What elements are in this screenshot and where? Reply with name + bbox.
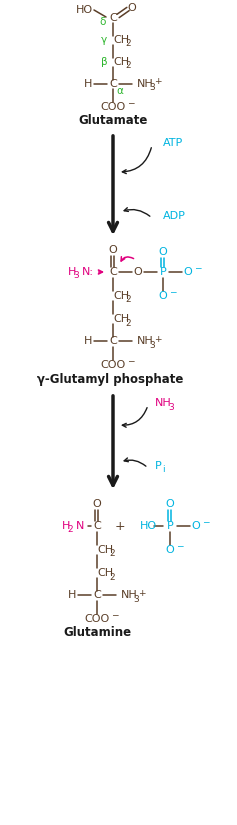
Text: 3: 3: [73, 271, 79, 280]
Text: C: C: [109, 79, 117, 89]
Text: HO: HO: [140, 521, 157, 531]
Text: C: C: [109, 267, 117, 277]
Text: O: O: [184, 267, 192, 277]
Text: 2: 2: [125, 295, 131, 304]
Text: P: P: [167, 521, 173, 531]
Text: +: +: [154, 334, 162, 343]
Text: NH: NH: [137, 336, 154, 346]
Text: O: O: [159, 247, 167, 257]
Text: Glutamate: Glutamate: [78, 114, 148, 126]
Text: +: +: [138, 588, 146, 597]
Text: 2: 2: [125, 318, 131, 328]
Text: Glutamine: Glutamine: [63, 625, 131, 639]
Text: NH: NH: [137, 79, 154, 89]
Text: δ: δ: [100, 17, 106, 27]
Text: +: +: [115, 520, 125, 532]
Text: H: H: [84, 336, 92, 346]
Text: CH: CH: [97, 568, 113, 578]
Text: O: O: [128, 3, 136, 13]
Text: O: O: [166, 499, 174, 509]
Text: −: −: [111, 610, 119, 620]
Text: CH: CH: [97, 545, 113, 555]
Text: COO: COO: [84, 614, 110, 624]
Text: ADP: ADP: [163, 211, 186, 221]
Text: 2: 2: [125, 62, 131, 70]
Text: α: α: [117, 86, 123, 96]
Text: O: O: [159, 291, 167, 301]
Text: β: β: [101, 57, 107, 67]
Text: 3: 3: [149, 83, 155, 92]
Text: −: −: [202, 517, 210, 526]
Text: CH: CH: [113, 35, 129, 45]
Text: i: i: [162, 465, 164, 474]
Text: −: −: [176, 541, 184, 550]
Text: 2: 2: [67, 526, 73, 535]
Text: N:: N:: [82, 267, 94, 277]
Text: NH: NH: [121, 590, 138, 600]
Text: 2: 2: [125, 40, 131, 49]
Text: 2: 2: [109, 549, 115, 559]
Text: O: O: [93, 499, 101, 509]
Text: −: −: [169, 287, 177, 296]
Text: H: H: [68, 267, 76, 277]
Text: CH: CH: [113, 291, 129, 301]
Text: CH: CH: [113, 57, 129, 67]
Text: 3: 3: [168, 403, 174, 412]
Text: H: H: [62, 521, 70, 531]
Text: 2: 2: [109, 573, 115, 582]
Text: C: C: [93, 521, 101, 531]
Text: COO: COO: [100, 360, 126, 370]
Text: H: H: [84, 79, 92, 89]
Text: −: −: [127, 356, 135, 365]
Text: P: P: [155, 461, 162, 471]
Text: NH: NH: [155, 398, 172, 408]
Text: γ-Glutamyl phosphate: γ-Glutamyl phosphate: [37, 374, 183, 386]
Text: 3: 3: [133, 595, 139, 604]
Text: +: +: [154, 78, 162, 87]
Text: C: C: [93, 590, 101, 600]
Text: C: C: [109, 336, 117, 346]
Text: HO: HO: [76, 5, 93, 15]
Text: ATP: ATP: [163, 138, 183, 148]
Text: O: O: [192, 521, 200, 531]
Text: γ: γ: [101, 35, 107, 45]
Text: 3: 3: [149, 341, 155, 350]
Text: C: C: [109, 13, 117, 23]
Text: O: O: [109, 245, 117, 255]
Text: H: H: [68, 590, 76, 600]
Text: O: O: [166, 545, 174, 555]
Text: −: −: [194, 263, 202, 272]
Text: O: O: [134, 267, 142, 277]
Text: P: P: [160, 267, 166, 277]
Text: −: −: [127, 98, 135, 107]
Text: COO: COO: [100, 102, 126, 112]
Text: N: N: [76, 521, 84, 531]
Text: CH: CH: [113, 314, 129, 324]
